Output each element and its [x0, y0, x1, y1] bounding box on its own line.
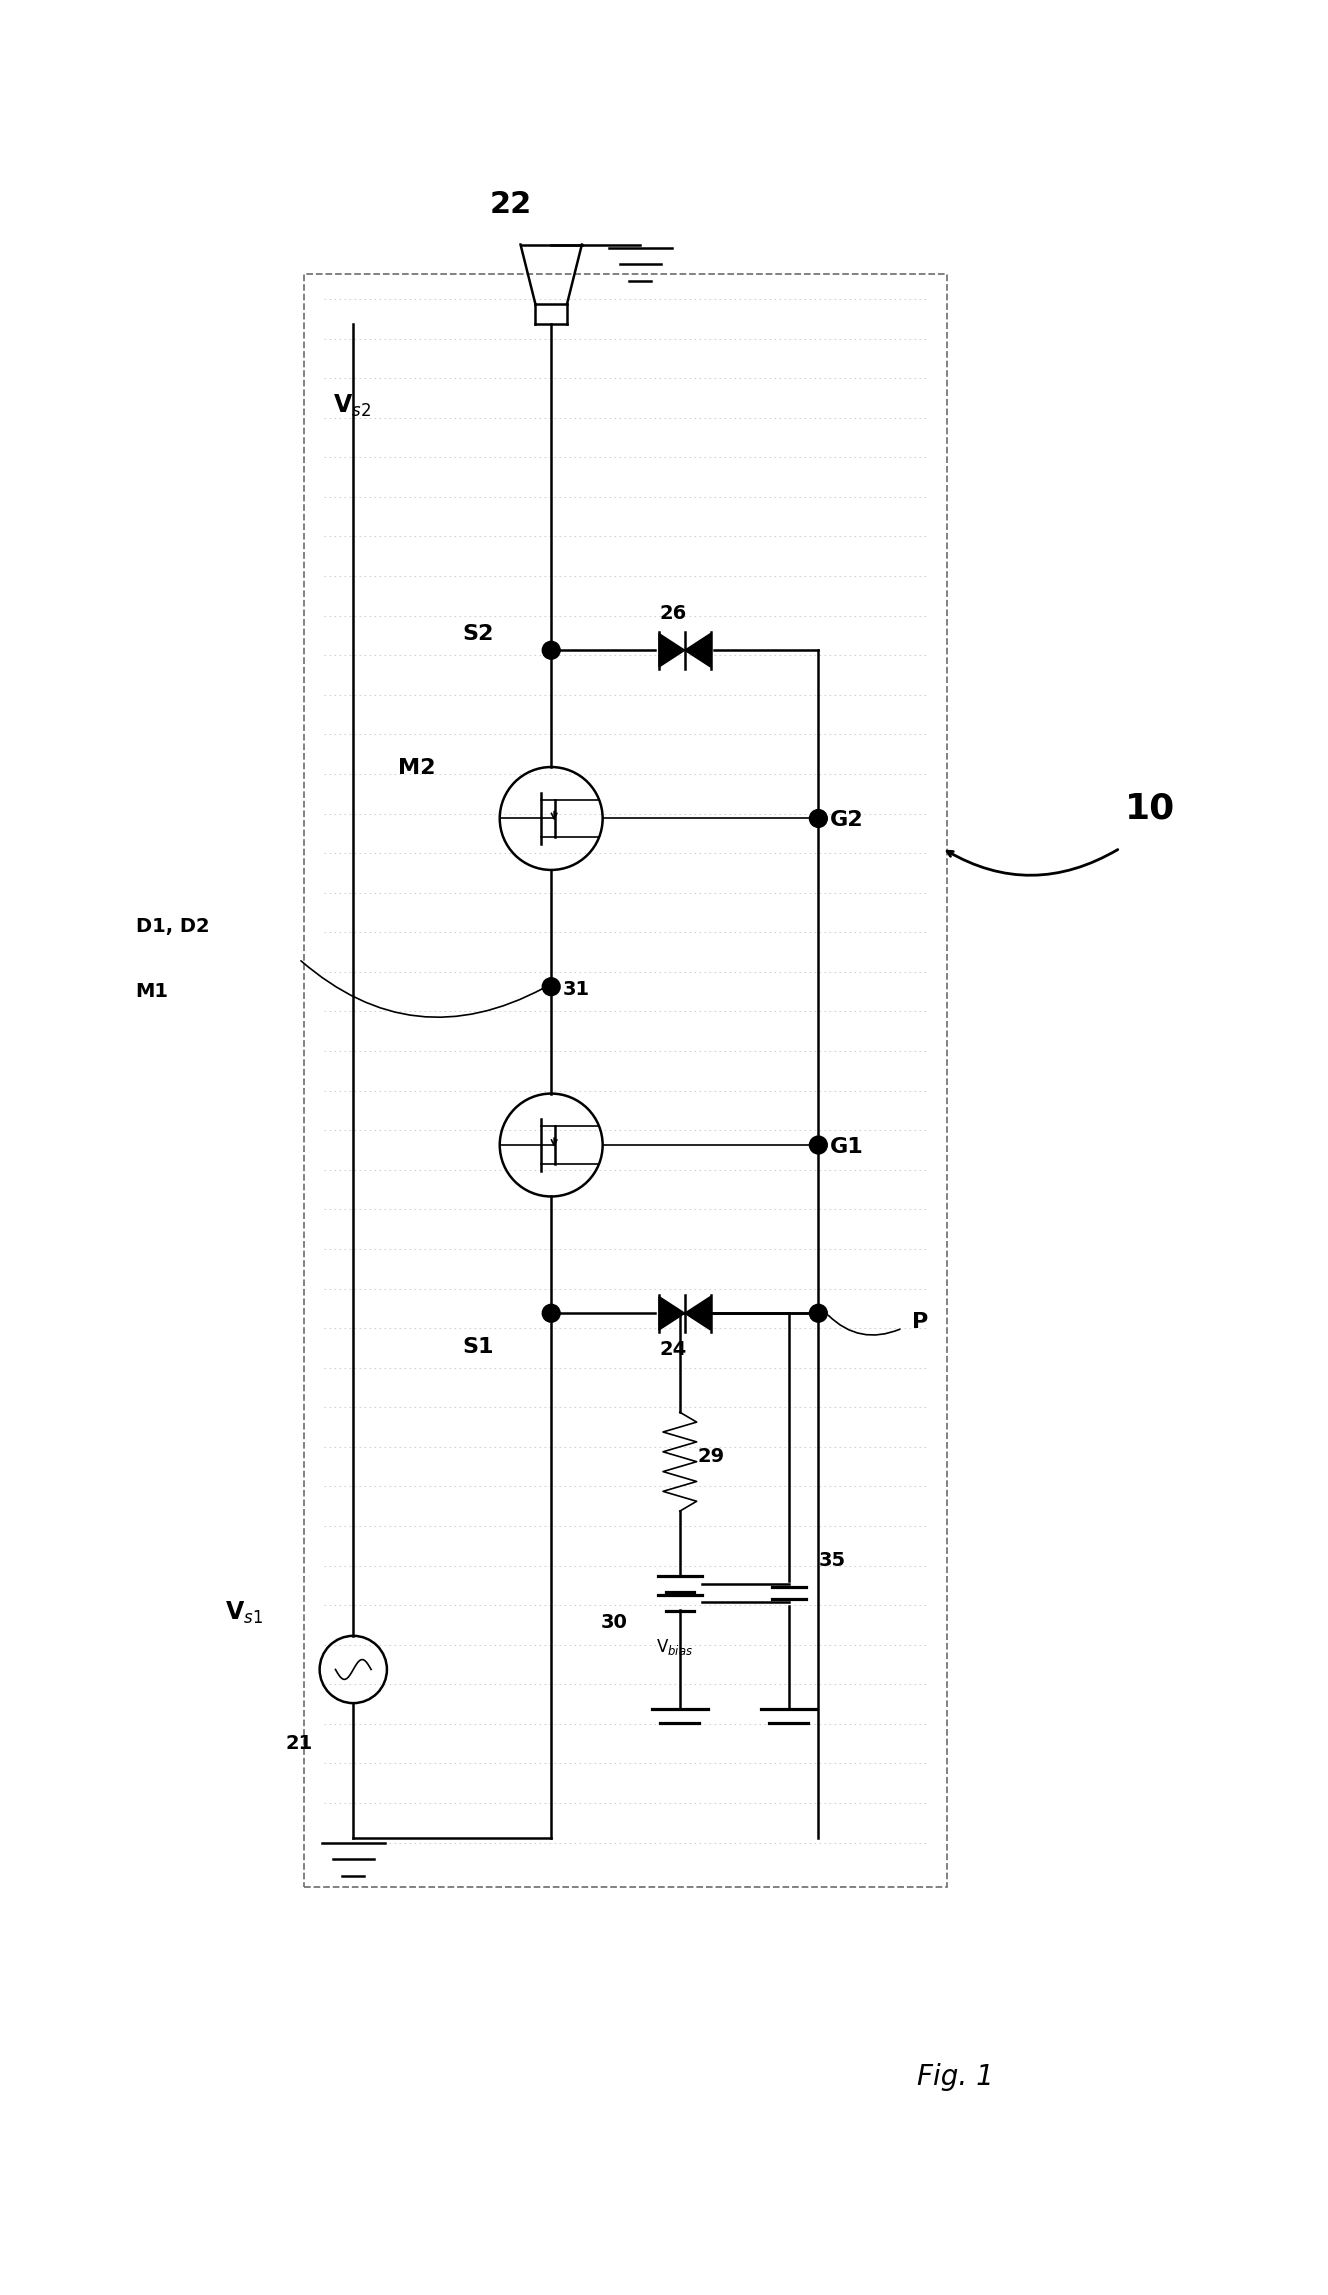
Circle shape [810, 810, 827, 828]
Polygon shape [659, 633, 685, 668]
Text: G2: G2 [830, 810, 865, 831]
Text: V$_{s1}$: V$_{s1}$ [224, 1600, 263, 1627]
Polygon shape [685, 633, 710, 668]
Text: 21: 21 [286, 1733, 312, 1753]
Text: 26: 26 [659, 604, 687, 622]
Text: P: P [912, 1313, 928, 1331]
Text: D1, D2: D1, D2 [135, 918, 210, 936]
Polygon shape [685, 1297, 710, 1331]
Circle shape [810, 1304, 827, 1322]
Text: G1: G1 [830, 1136, 865, 1157]
Text: M2: M2 [398, 757, 436, 778]
Text: 31: 31 [563, 980, 590, 998]
Text: S1: S1 [462, 1336, 494, 1356]
Text: 29: 29 [697, 1446, 725, 1467]
Text: M1: M1 [135, 982, 169, 1001]
Circle shape [810, 1136, 827, 1154]
Text: 30: 30 [600, 1613, 628, 1632]
Text: 22: 22 [490, 190, 533, 218]
Circle shape [542, 978, 560, 996]
Text: S2: S2 [462, 624, 494, 645]
Text: V$_{bias}$: V$_{bias}$ [656, 1636, 693, 1657]
Bar [304, 273, 947, 1886]
Text: Fig. 1: Fig. 1 [918, 2063, 995, 2091]
Circle shape [542, 640, 560, 659]
Circle shape [542, 1304, 560, 1322]
Polygon shape [659, 1297, 685, 1331]
Text: V$_{s2}$: V$_{s2}$ [333, 392, 372, 420]
Text: 24: 24 [659, 1340, 687, 1359]
Text: 35: 35 [818, 1551, 846, 1570]
Text: 10: 10 [1125, 792, 1175, 826]
